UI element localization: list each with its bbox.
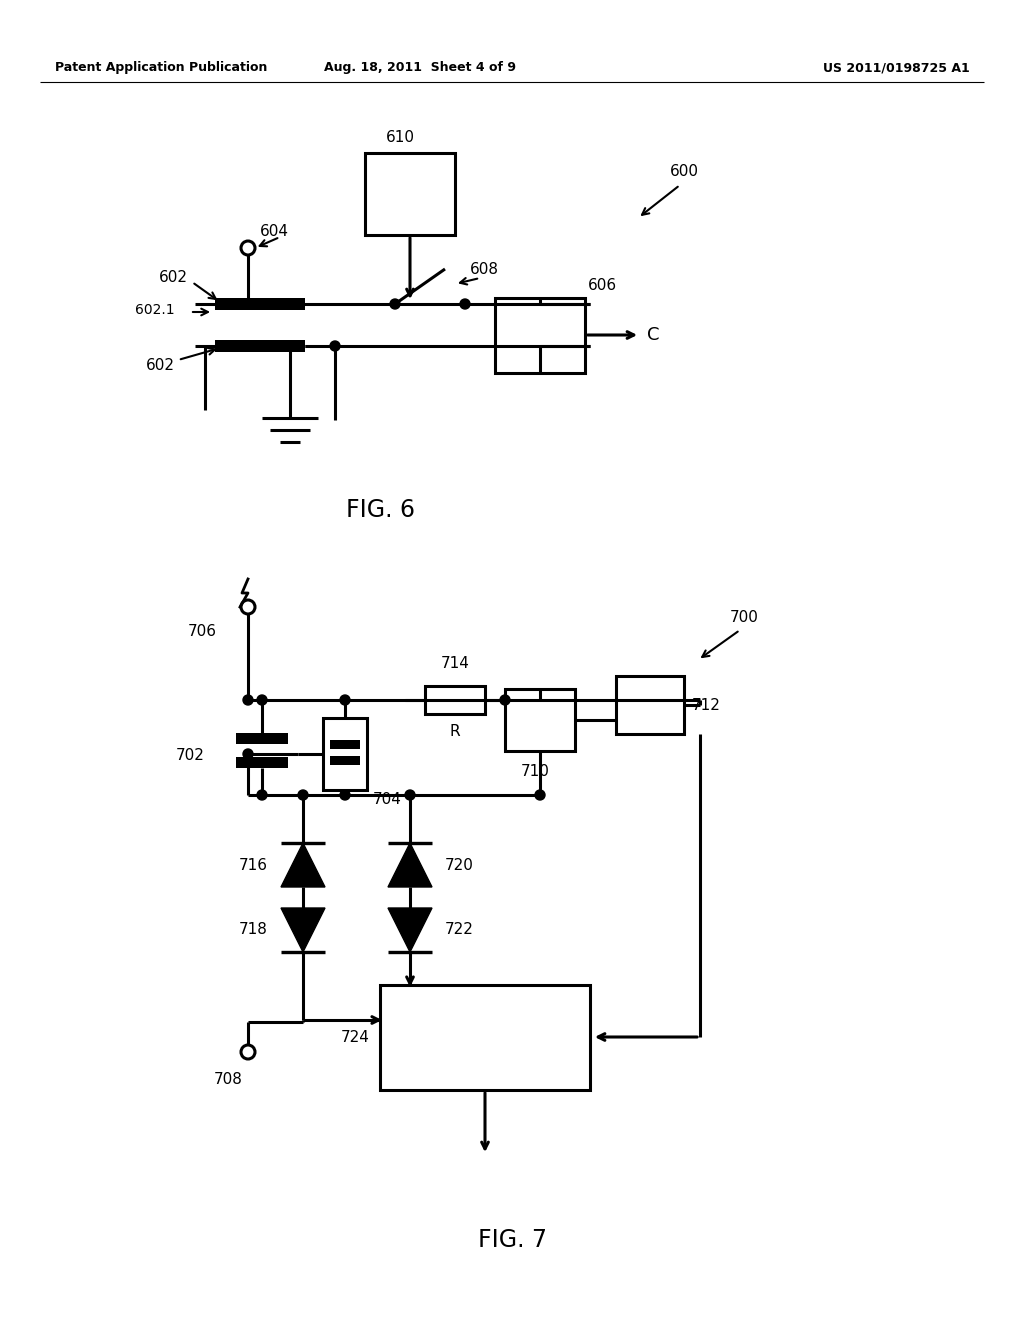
Circle shape xyxy=(257,696,267,705)
Text: 724: 724 xyxy=(341,1030,370,1044)
Circle shape xyxy=(257,789,267,800)
Circle shape xyxy=(460,300,470,309)
Polygon shape xyxy=(281,908,325,952)
Circle shape xyxy=(535,789,545,800)
Text: 604: 604 xyxy=(260,224,289,239)
Bar xyxy=(323,718,367,789)
Bar xyxy=(380,985,590,1090)
Text: 708: 708 xyxy=(214,1072,243,1088)
Polygon shape xyxy=(281,843,325,887)
Circle shape xyxy=(243,696,253,705)
Circle shape xyxy=(330,341,340,351)
Text: Aug. 18, 2011  Sheet 4 of 9: Aug. 18, 2011 Sheet 4 of 9 xyxy=(324,62,516,74)
Circle shape xyxy=(406,789,415,800)
Circle shape xyxy=(285,341,295,351)
Text: FIG. 7: FIG. 7 xyxy=(477,1228,547,1251)
Polygon shape xyxy=(388,843,432,887)
Bar xyxy=(495,298,585,374)
Text: C: C xyxy=(647,326,659,345)
Text: 704: 704 xyxy=(373,792,401,808)
Text: 714: 714 xyxy=(440,656,469,672)
Bar xyxy=(330,741,360,748)
Circle shape xyxy=(500,696,510,705)
Bar xyxy=(330,756,360,766)
Text: 710: 710 xyxy=(520,763,550,779)
Text: 700: 700 xyxy=(730,610,759,626)
Text: 608: 608 xyxy=(470,263,499,277)
Text: R: R xyxy=(450,725,461,739)
Bar xyxy=(505,689,575,751)
Text: 720: 720 xyxy=(445,858,474,873)
Circle shape xyxy=(243,300,253,309)
Text: 606: 606 xyxy=(588,279,617,293)
Text: 702: 702 xyxy=(176,747,205,763)
Bar xyxy=(365,153,455,235)
Text: 712: 712 xyxy=(692,697,721,713)
Text: 602: 602 xyxy=(146,358,175,372)
Bar xyxy=(215,341,305,352)
Bar xyxy=(616,676,684,734)
Circle shape xyxy=(340,789,350,800)
Circle shape xyxy=(298,789,308,800)
Text: US 2011/0198725 A1: US 2011/0198725 A1 xyxy=(823,62,970,74)
Text: 706: 706 xyxy=(188,624,217,639)
Text: 722: 722 xyxy=(445,923,474,937)
Bar xyxy=(425,686,485,714)
Bar xyxy=(236,733,288,744)
Text: 602.1: 602.1 xyxy=(135,304,175,317)
Text: 610: 610 xyxy=(385,131,415,145)
Text: 718: 718 xyxy=(240,923,268,937)
Circle shape xyxy=(243,748,253,759)
Circle shape xyxy=(390,300,400,309)
Text: 600: 600 xyxy=(670,165,699,180)
Polygon shape xyxy=(388,908,432,952)
Bar xyxy=(236,756,288,768)
Text: Patent Application Publication: Patent Application Publication xyxy=(55,62,267,74)
Text: 602: 602 xyxy=(159,271,188,285)
Text: FIG. 6: FIG. 6 xyxy=(345,498,415,521)
Circle shape xyxy=(340,696,350,705)
Text: 716: 716 xyxy=(239,858,268,873)
Bar xyxy=(215,298,305,310)
